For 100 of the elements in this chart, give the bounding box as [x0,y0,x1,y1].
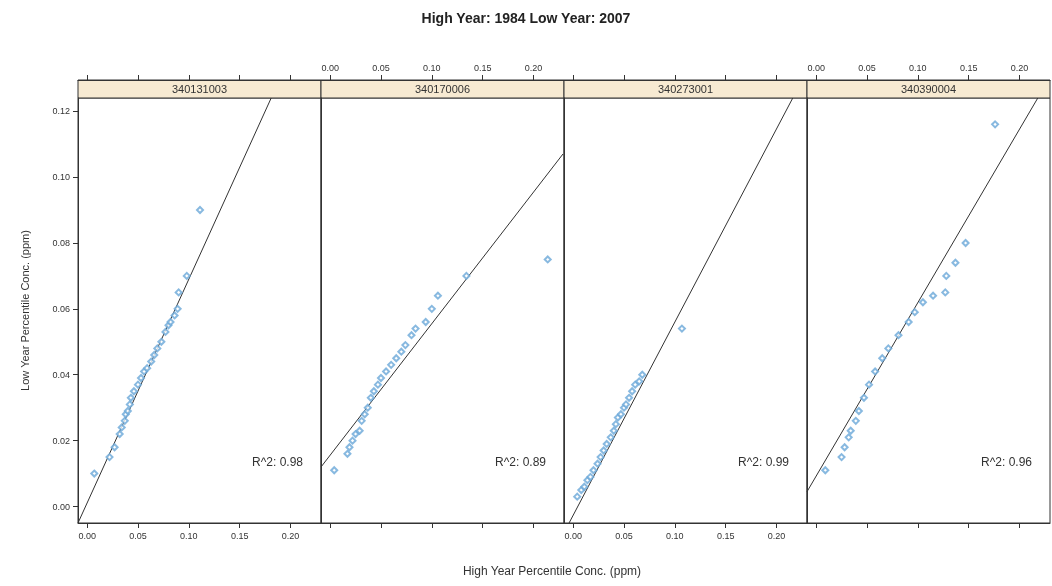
y-tick-label: 0.06 [52,303,70,314]
x-tick-label: 0.10 [909,62,927,73]
point [157,337,166,346]
chart-subtitle: 340131003 [171,83,228,95]
point [635,377,644,386]
point [147,357,156,366]
x-tick-label: 0.20 [767,530,786,541]
x-tick-label: 0.10 [180,530,198,541]
point [357,416,366,425]
point [543,255,552,264]
point [196,206,205,215]
point [173,304,182,313]
point [137,374,146,383]
point [599,446,608,455]
point [129,387,138,396]
point [110,443,119,452]
point [387,360,396,369]
x-tick-label: 0.20 [1010,62,1029,73]
point [174,288,183,297]
point [904,318,913,327]
annotation: R^2: 0.96 [981,455,1033,469]
x-tick-label: 0.15 [716,530,735,541]
chart-subtitle: 340390004 [900,83,957,95]
point [638,370,647,379]
x-tick-label: 0.20 [281,530,300,541]
point [871,367,880,376]
point [942,271,951,280]
x-tick-label: 0.00 [564,530,582,541]
x-tick-label: 0.00 [807,62,825,73]
x-tick-label: 0.05 [615,530,633,541]
point [593,459,602,468]
point [837,453,846,462]
x-tick-label: 0.10 [666,530,684,541]
point [602,439,611,448]
y-tick-label: 0.02 [52,435,70,446]
point [580,482,589,491]
point [392,354,401,363]
point [376,374,385,383]
y-axis-title: Low Year Percentile Conc. (ppm) [18,230,31,391]
point [143,364,152,373]
point [854,406,863,415]
point [884,344,893,353]
point [150,350,159,359]
point [161,327,170,336]
point [90,469,99,478]
point [401,341,410,350]
point [622,400,631,409]
point [991,120,1000,129]
point [951,258,960,267]
point [631,380,640,389]
chart-subtitle: 340170006 [414,83,471,95]
point [844,433,853,442]
chart-subtitle: 340273001 [657,83,714,95]
point [382,367,391,376]
point [125,400,134,409]
point [421,318,430,327]
point [586,472,595,481]
x-tick-label: 0.15 [230,530,249,541]
point [115,430,124,439]
point [596,453,605,462]
point [117,423,126,432]
annotation: R^2: 0.98 [252,455,304,469]
x-axis-title: High Year Percentile Conc. (ppm) [461,564,643,578]
point [105,453,114,462]
point [941,288,950,297]
x-tick-label: 0.00 [321,62,339,73]
x-tick-label: 0.10 [423,62,441,73]
x-tick-label: 0.15 [473,62,492,73]
point [153,344,162,353]
y-tick-label: 0.08 [52,237,70,248]
point [343,449,352,458]
point [821,466,830,475]
point [355,426,364,435]
point [126,393,135,402]
point [345,443,354,452]
point [462,271,471,280]
point [407,331,416,340]
point [170,311,179,320]
point [961,238,970,247]
point [846,426,855,435]
point [840,443,849,452]
point [918,298,927,307]
point [878,354,887,363]
point [397,347,406,356]
x-tick-label: 0.05 [129,530,147,541]
point [348,436,357,445]
point [859,393,868,402]
x-tick-label: 0.15 [959,62,978,73]
point [609,426,618,435]
x-tick-label: 0.05 [372,62,390,73]
point [330,466,339,475]
annotation: R^2: 0.99 [738,455,790,469]
x-tick-label: 0.05 [858,62,876,73]
point [851,416,860,425]
point [363,403,372,412]
point [611,420,620,429]
point [433,291,442,300]
x-tick-label: 0.20 [524,62,543,73]
point [360,410,369,419]
point [182,271,191,280]
